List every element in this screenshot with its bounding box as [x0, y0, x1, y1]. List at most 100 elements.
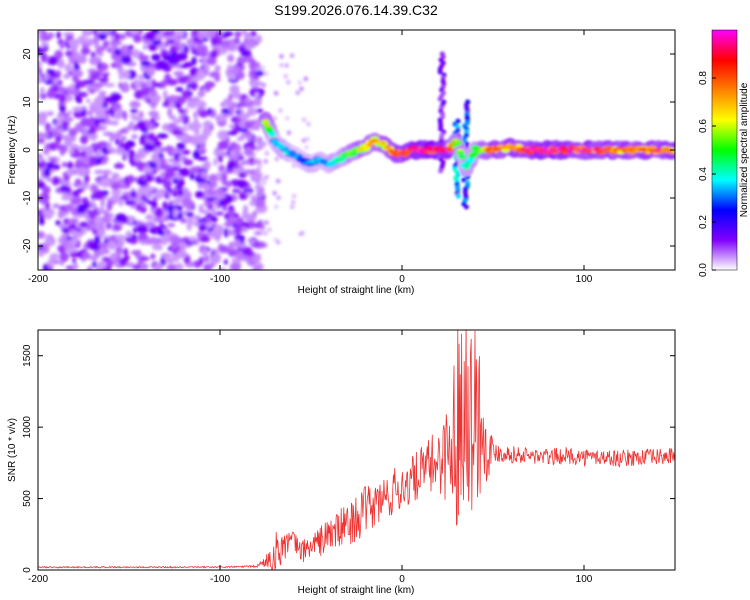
- heatmap-cell: [72, 106, 85, 112]
- heatmap-cell: [47, 259, 54, 268]
- heatmap-cell: [74, 122, 84, 133]
- heatmap-cell: [229, 89, 238, 94]
- x-tick-label: -100: [210, 574, 230, 585]
- spectrogram-x-label: Height of straight line (km): [298, 285, 415, 296]
- heatmap-cell: [131, 134, 138, 140]
- heatmap-cell: [38, 74, 43, 84]
- heatmap-cell: [95, 113, 107, 119]
- heatmap-cell: [252, 266, 261, 270]
- heatmap-cell: [258, 163, 263, 168]
- heatmap-cell: [263, 231, 268, 236]
- heatmap-cell: [112, 120, 119, 126]
- heatmap-cell: [257, 141, 266, 149]
- heatmap-cell: [217, 130, 229, 140]
- heatmap-cell: [256, 253, 261, 262]
- heatmap-cell: [46, 89, 57, 99]
- heatmap-cell: [175, 52, 188, 61]
- heatmap-cell: [243, 147, 254, 157]
- heatmap-cell: [104, 82, 115, 88]
- heatmap-cell: [201, 170, 206, 178]
- heatmap-cell: [77, 145, 89, 151]
- heatmap-cell: [81, 43, 91, 48]
- heatmap-cell: [174, 262, 184, 270]
- snr-y-label: SNR (10 * v/v): [7, 418, 18, 482]
- heatmap-cell: [67, 110, 72, 116]
- heatmap-ridge-cell: [603, 150, 609, 152]
- heatmap-cell: [176, 96, 187, 104]
- heatmap-cell: [129, 30, 140, 35]
- heatmap-cell: [77, 204, 87, 214]
- heatmap-cell: [46, 68, 52, 75]
- heatmap-cell: [229, 263, 241, 270]
- heatmap-cell: [97, 141, 109, 147]
- heatmap-cell: [109, 252, 117, 262]
- heatmap-cell: [96, 107, 107, 112]
- heatmap-cell: [139, 82, 148, 89]
- heatmap-cell: [246, 191, 252, 197]
- y-tick-label: 0: [22, 147, 33, 153]
- heatmap-cell: [212, 252, 222, 262]
- heatmap-cell: [107, 141, 112, 152]
- heatmap-cell: [74, 178, 82, 184]
- heatmap-cell: [92, 188, 97, 193]
- heatmap-cell: [305, 137, 310, 141]
- heatmap-ridge-cell: [334, 160, 341, 163]
- heatmap-cell: [93, 97, 105, 104]
- heatmap-cell: [168, 57, 180, 66]
- heatmap-cell: [119, 217, 128, 224]
- heatmap-cell: [101, 30, 113, 34]
- heatmap-cell: [115, 137, 120, 145]
- heatmap-cell: [164, 192, 169, 200]
- heatmap-cell: [298, 232, 303, 236]
- heatmap-cell: [261, 66, 266, 70]
- heatmap-cell: [230, 249, 241, 254]
- heatmap-cell: [38, 117, 47, 126]
- heatmap-cell: [184, 191, 192, 199]
- heatmap-ridge-cell: [297, 158, 304, 161]
- heatmap-cell: [194, 190, 205, 199]
- heatmap-cell: [40, 42, 49, 48]
- heatmap-ridge-cell: [332, 161, 339, 164]
- heatmap-cell: [52, 163, 61, 171]
- heatmap-cell: [202, 127, 212, 137]
- heatmap-cell: [66, 168, 72, 177]
- heatmap-cell: [72, 258, 77, 264]
- heatmap-cell: [130, 120, 135, 131]
- heatmap-cell: [173, 30, 185, 37]
- spectrogram-y-label: Frequency (Hz): [7, 116, 18, 185]
- heatmap-cell: [42, 36, 52, 41]
- heatmap-cell: [264, 220, 269, 225]
- heatmap-cell: [291, 200, 296, 205]
- heatmap-cell: [94, 222, 103, 231]
- colorbar: 0.0 0.2 0.4 0.6 0.8 Normalized spectral ampl…: [698, 29, 750, 277]
- heatmap-cell: [301, 138, 306, 143]
- heatmap-cell: [42, 185, 51, 195]
- heatmap-cell: [122, 69, 131, 80]
- y-tick-label: 0: [22, 567, 33, 573]
- heatmap-cell: [110, 147, 116, 155]
- heatmap-cell: [286, 80, 291, 85]
- heatmap-ridge-cell: [291, 152, 297, 155]
- heatmap-cell: [129, 157, 135, 164]
- heatmap-ridge-cell: [465, 163, 472, 166]
- heatmap-cell: [96, 261, 107, 269]
- heatmap-cell: [286, 130, 291, 135]
- heatmap-cell: [167, 222, 176, 228]
- heatmap-cell: [70, 198, 82, 205]
- heatmap-cell: [144, 186, 151, 194]
- heatmap-ridge-cell: [262, 119, 269, 121]
- heatmap-cell: [97, 126, 107, 131]
- heatmap-cell: [175, 183, 182, 190]
- heatmap-cell: [163, 179, 172, 189]
- heatmap-ridge-cell: [330, 159, 336, 162]
- heatmap-cell: [92, 261, 97, 268]
- heatmap-cell: [77, 91, 89, 98]
- heatmap-ridge-cell: [337, 158, 343, 160]
- heatmap-cell: [56, 31, 62, 39]
- heatmap-cell: [273, 237, 278, 242]
- heatmap-cell: [205, 64, 210, 71]
- heatmap-ridge-cell: [594, 147, 601, 150]
- heatmap-cell: [90, 243, 101, 251]
- heatmap-cell: [224, 220, 234, 228]
